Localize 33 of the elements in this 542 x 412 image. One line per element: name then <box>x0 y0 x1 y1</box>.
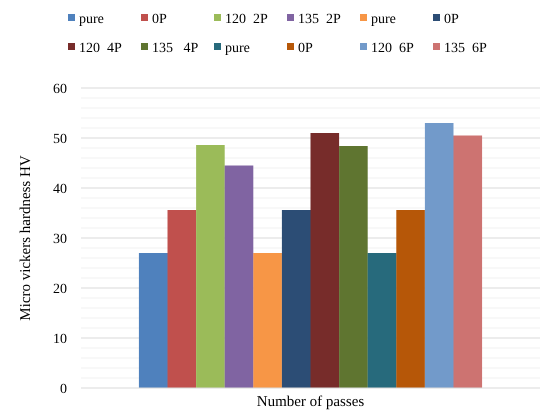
bar <box>396 210 425 388</box>
y-axis-title: Micro vickers hardness HV <box>18 155 34 321</box>
legend-label: 0P <box>444 12 459 27</box>
legend-label: 120 2P <box>225 12 268 27</box>
bar <box>253 253 282 388</box>
y-tick-label: 0 <box>60 382 67 397</box>
legend-label: pure <box>225 41 250 56</box>
y-tick-label: 10 <box>53 332 67 347</box>
y-tick-label: 40 <box>53 182 67 197</box>
y-tick-label: 20 <box>53 282 67 297</box>
legend-label: 120 6P <box>371 41 414 56</box>
bar <box>196 145 225 388</box>
bar <box>424 123 454 388</box>
bar <box>339 146 368 388</box>
bar <box>310 133 340 388</box>
x-axis-title: Number of passes <box>256 394 364 410</box>
legend-label: 135 2P <box>298 12 341 27</box>
y-tick-label: 30 <box>53 232 67 247</box>
y-tick-label: 50 <box>53 132 67 147</box>
legend-label: 120 4P <box>79 41 122 56</box>
bar <box>224 166 254 388</box>
bar <box>368 253 396 388</box>
y-tick-label: 60 <box>53 82 67 97</box>
legend-label: pure <box>371 12 396 27</box>
bar <box>168 210 196 388</box>
legend-label: 0P <box>152 12 167 27</box>
legend-label: 135 6P <box>444 41 487 56</box>
bar <box>453 136 482 388</box>
bar <box>138 253 168 388</box>
legend-label: 135 4P <box>152 41 198 56</box>
bar <box>282 210 310 388</box>
legend-label: pure <box>79 12 104 27</box>
legend-label: 0P <box>298 41 313 56</box>
